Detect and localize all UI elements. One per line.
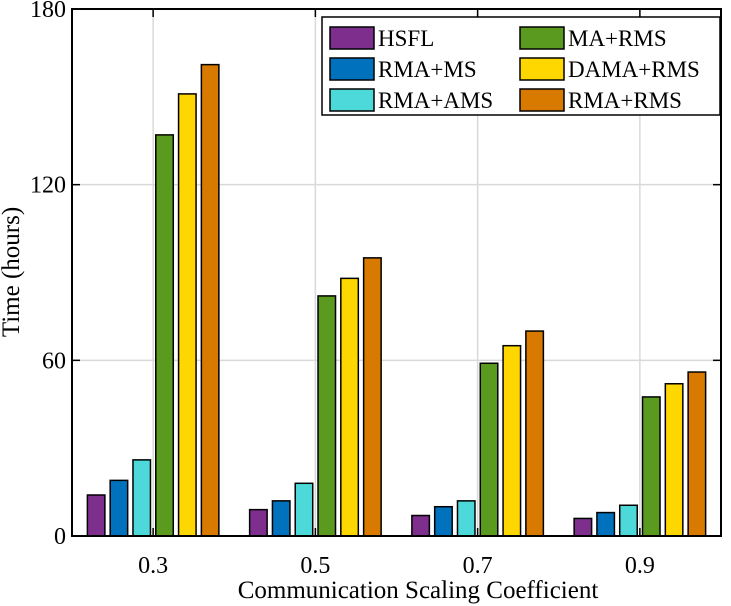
y-tick-label: 0 [54, 524, 66, 550]
bar-dama-rms-0.7 [502, 344, 522, 537]
bar-rma-ams-0.3 [132, 459, 152, 537]
bar-hsfl-0.9 [573, 517, 593, 537]
legend-swatch-hsfl [329, 26, 375, 50]
legend-swatch-rma-rms [519, 88, 565, 112]
bar-rma-rms-0.5 [362, 257, 382, 537]
bar-ma-rms-0.7 [479, 362, 499, 537]
x-tick-label: 0.9 [625, 553, 655, 579]
legend-swatch-rma-ms [329, 57, 375, 81]
bar-rma-ms-0.5 [271, 500, 291, 537]
legend: HSFL RMA+MS RMA+AMS MA+RMS DAMA+RMS RMA+RMS [321, 16, 721, 116]
legend-label-hsfl: HSFL [378, 26, 434, 51]
bar-rma-ams-0.9 [618, 504, 638, 537]
bar-hsfl-0.3 [86, 494, 106, 537]
y-tick-label: 120 [30, 173, 66, 199]
x-tick-label: 0.3 [138, 553, 168, 579]
bars [86, 63, 707, 537]
bar-dama-rms-0.9 [664, 383, 684, 537]
x-tick-label: 0.5 [300, 553, 330, 579]
legend-swatch-rma-ams [329, 88, 375, 112]
y-axis-label: Time (hours) [0, 207, 25, 337]
bar-ma-rms-0.3 [155, 134, 175, 537]
legend-label-rma-ams: RMA+AMS [378, 88, 493, 113]
bar-rma-ms-0.9 [596, 511, 616, 537]
y-tick-label: 180 [30, 0, 66, 23]
bar-rma-rms-0.3 [200, 63, 220, 537]
plot-frame [71, 8, 722, 537]
legend-swatch-ma-rms [519, 26, 565, 50]
bar-rma-rms-0.7 [525, 330, 545, 537]
x-tick-label: 0.7 [463, 553, 493, 579]
bar-hsfl-0.5 [248, 508, 268, 537]
bar-rma-ams-0.7 [456, 500, 476, 537]
ticks: 0 60 120 180 0.3 0.5 0.7 0.9 [30, 0, 721, 579]
x-axis-label: Communication Scaling Coefficient [238, 577, 599, 604]
legend-label-ma-rms: MA+RMS [568, 26, 667, 51]
y-tick-label: 60 [42, 348, 66, 374]
bar-ma-rms-0.5 [317, 295, 337, 537]
bar-hsfl-0.7 [411, 514, 431, 537]
bar-rma-ms-0.3 [109, 479, 129, 537]
legend-label-dama-rms: DAMA+RMS [568, 57, 700, 82]
legend-label-rma-ms: RMA+MS [378, 57, 477, 82]
bar-ma-rms-0.9 [641, 396, 661, 537]
legend-label-rma-rms: RMA+RMS [568, 88, 682, 113]
legend-swatch-dama-rms [519, 57, 565, 81]
bar-rma-ms-0.7 [433, 505, 453, 537]
bar-dama-rms-0.5 [340, 277, 360, 537]
bar-dama-rms-0.3 [177, 93, 197, 537]
bar-rma-ams-0.5 [294, 482, 314, 537]
bar-rma-rms-0.9 [687, 371, 707, 537]
